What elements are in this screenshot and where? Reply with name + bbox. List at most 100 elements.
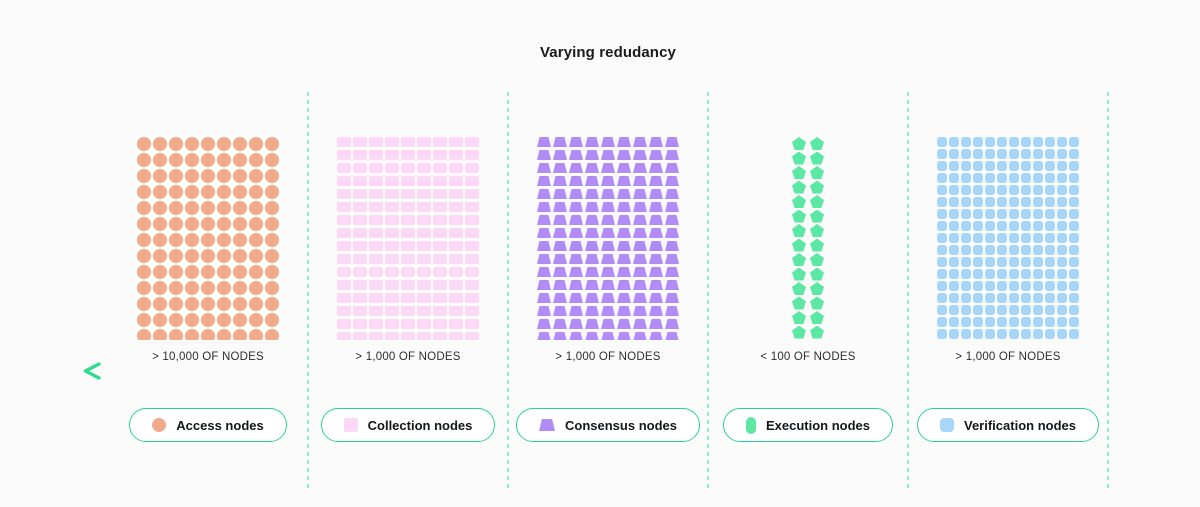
node-cell — [617, 241, 631, 251]
node-cell — [369, 176, 383, 186]
node-cell — [973, 293, 983, 303]
node-cell — [449, 150, 463, 160]
node-cell — [417, 280, 431, 290]
arrow-head-icon — [83, 362, 101, 380]
legend-pill-collection-nodes[interactable]: Collection nodes — [320, 408, 496, 442]
node-cell — [449, 189, 463, 199]
node-cell — [153, 169, 167, 183]
legend-pill-label: Collection nodes — [367, 417, 473, 433]
node-cell — [137, 265, 151, 279]
node-cell — [233, 329, 247, 340]
node-cell — [1045, 257, 1055, 267]
node-cell — [585, 228, 599, 238]
section-consensus-nodes: > 1,000 OF NODES Consensus nodes — [508, 137, 708, 442]
node-cell — [949, 173, 959, 183]
node-cell — [810, 166, 824, 179]
node-cell — [417, 202, 431, 212]
legend-pill-execution-nodes[interactable]: Execution nodes — [722, 408, 894, 442]
node-cell — [985, 185, 995, 195]
node-cell — [385, 241, 399, 251]
node-cell — [185, 249, 199, 263]
node-cell — [665, 280, 679, 290]
node-cell — [1033, 281, 1043, 291]
node-cell — [949, 137, 959, 147]
node-cell — [1069, 281, 1079, 291]
node-cell — [353, 306, 367, 316]
node-cell — [1021, 293, 1031, 303]
node-cell — [353, 228, 367, 238]
legend-pill-access-nodes[interactable]: Access nodes — [129, 408, 287, 442]
node-cell — [601, 306, 615, 316]
node-cell — [449, 280, 463, 290]
node-cell — [973, 185, 983, 195]
node-cell — [665, 189, 679, 199]
node-cell — [433, 202, 447, 212]
node-cell — [169, 297, 183, 311]
node-cell — [961, 185, 971, 195]
node-cell — [792, 253, 806, 266]
node-cell — [569, 293, 583, 303]
node-cell — [649, 254, 663, 264]
node-cell — [449, 267, 463, 277]
node-cell — [353, 280, 367, 290]
node-cell — [949, 293, 959, 303]
node-cell — [417, 319, 431, 329]
node-cell — [585, 202, 599, 212]
node-cell — [169, 217, 183, 231]
node-cell — [201, 169, 215, 183]
node-cell — [937, 137, 947, 147]
node-cell — [465, 254, 479, 264]
node-cell — [633, 306, 647, 316]
legend-pill-label: Consensus nodes — [565, 417, 677, 433]
node-cell — [249, 185, 263, 199]
node-cell — [201, 297, 215, 311]
node-cell — [153, 201, 167, 215]
node-cell — [169, 281, 183, 295]
node-cell — [369, 280, 383, 290]
node-cell — [369, 215, 383, 225]
node-cell — [537, 254, 551, 264]
node-cell — [369, 189, 383, 199]
node-cell — [1057, 221, 1067, 231]
node-cell — [233, 233, 247, 247]
node-cell — [433, 319, 447, 329]
node-cell — [633, 254, 647, 264]
node-cell — [233, 313, 247, 327]
node-cell — [417, 254, 431, 264]
node-cell — [665, 306, 679, 316]
node-cell — [1057, 149, 1067, 159]
node-cell — [1009, 317, 1019, 327]
node-cell — [553, 267, 567, 277]
node-cell — [449, 254, 463, 264]
node-cell — [401, 241, 415, 251]
node-cell — [617, 280, 631, 290]
node-cell — [585, 150, 599, 160]
node-cell — [433, 254, 447, 264]
legend-pill-verification-nodes[interactable]: Verification nodes — [917, 408, 1099, 442]
legend-pill-label: Execution nodes — [765, 417, 871, 433]
node-cell — [353, 202, 367, 212]
node-cell — [1057, 305, 1067, 315]
node-cell — [1057, 293, 1067, 303]
node-cell — [601, 176, 615, 186]
node-cell — [353, 267, 367, 277]
node-cell — [1057, 197, 1067, 207]
dashed-separator — [907, 92, 909, 488]
access-nodes-grid — [137, 137, 279, 340]
node-cell — [201, 137, 215, 151]
node-cell — [185, 297, 199, 311]
legend-pill-consensus-nodes[interactable]: Consensus nodes — [516, 408, 700, 442]
node-cell — [1021, 245, 1031, 255]
node-cell — [937, 161, 947, 171]
node-cell — [449, 319, 463, 329]
node-cell — [961, 269, 971, 279]
node-cell — [1021, 149, 1031, 159]
node-cell — [937, 305, 947, 315]
node-cell — [433, 189, 447, 199]
node-cell — [633, 189, 647, 199]
node-cell — [810, 238, 824, 252]
node-cell — [1009, 221, 1019, 231]
node-cell — [973, 209, 983, 219]
node-cell — [585, 176, 599, 186]
